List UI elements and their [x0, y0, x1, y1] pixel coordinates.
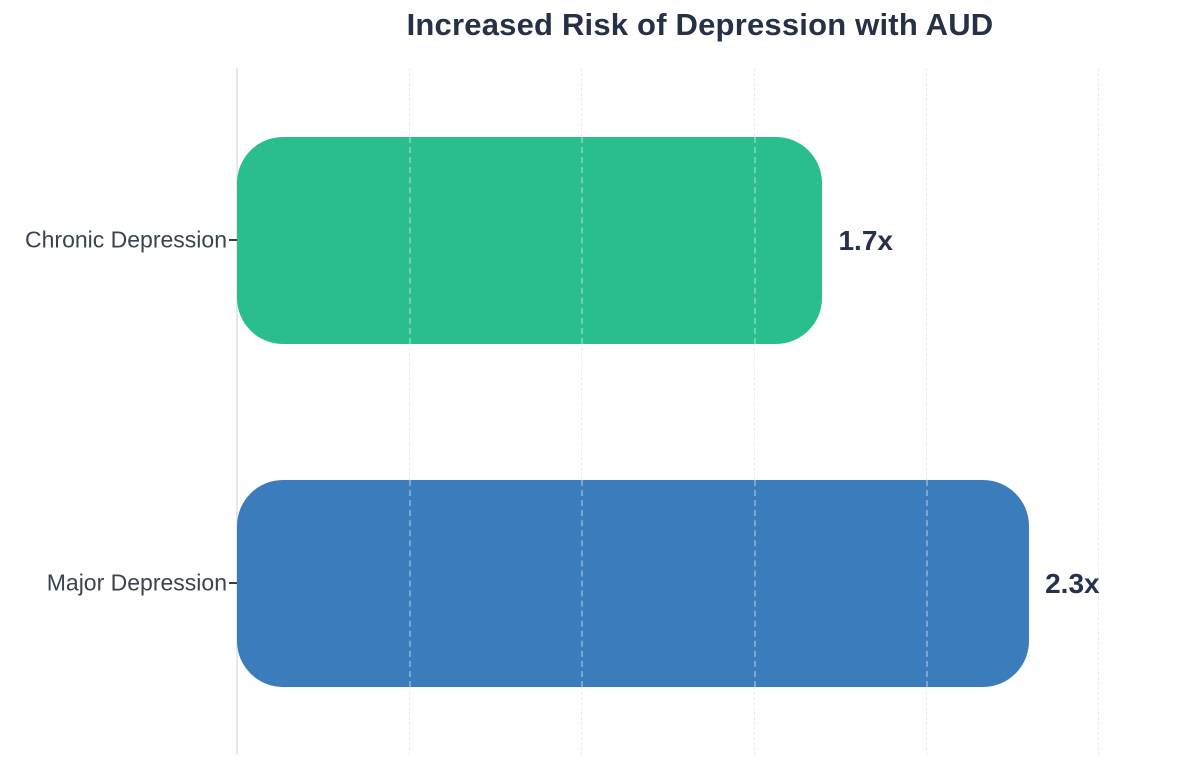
- x-gridline-overlay: [753, 137, 756, 344]
- y-tick-mark: [229, 582, 237, 584]
- category-label-major-depression: Major Depression: [46, 569, 227, 596]
- x-gridline: [753, 68, 755, 755]
- category-label-chronic-depression: Chronic Depression: [25, 226, 227, 253]
- y-tick-mark: [229, 239, 237, 241]
- x-gridline-overlay: [753, 480, 756, 687]
- x-gridline-overlay: [409, 480, 412, 687]
- bar-major-depression: [237, 480, 1030, 687]
- plot-area: 1.7x 2.3x: [236, 68, 1163, 755]
- bar-chronic-depression: [237, 137, 823, 344]
- x-gridline-overlay: [409, 137, 412, 344]
- x-gridline: [1098, 68, 1099, 755]
- value-label-major: 2.3x: [1045, 567, 1100, 599]
- value-label-chronic: 1.7x: [838, 224, 893, 256]
- x-gridline-overlay: [581, 137, 584, 344]
- x-gridline: [925, 68, 927, 755]
- x-gridline-overlay: [581, 480, 584, 687]
- x-gridline: [581, 68, 583, 755]
- x-gridline: [409, 68, 411, 755]
- x-gridline-overlay: [925, 480, 928, 687]
- y-axis-line: [236, 68, 238, 755]
- chart-title: Increased Risk of Depression with AUD: [406, 7, 994, 42]
